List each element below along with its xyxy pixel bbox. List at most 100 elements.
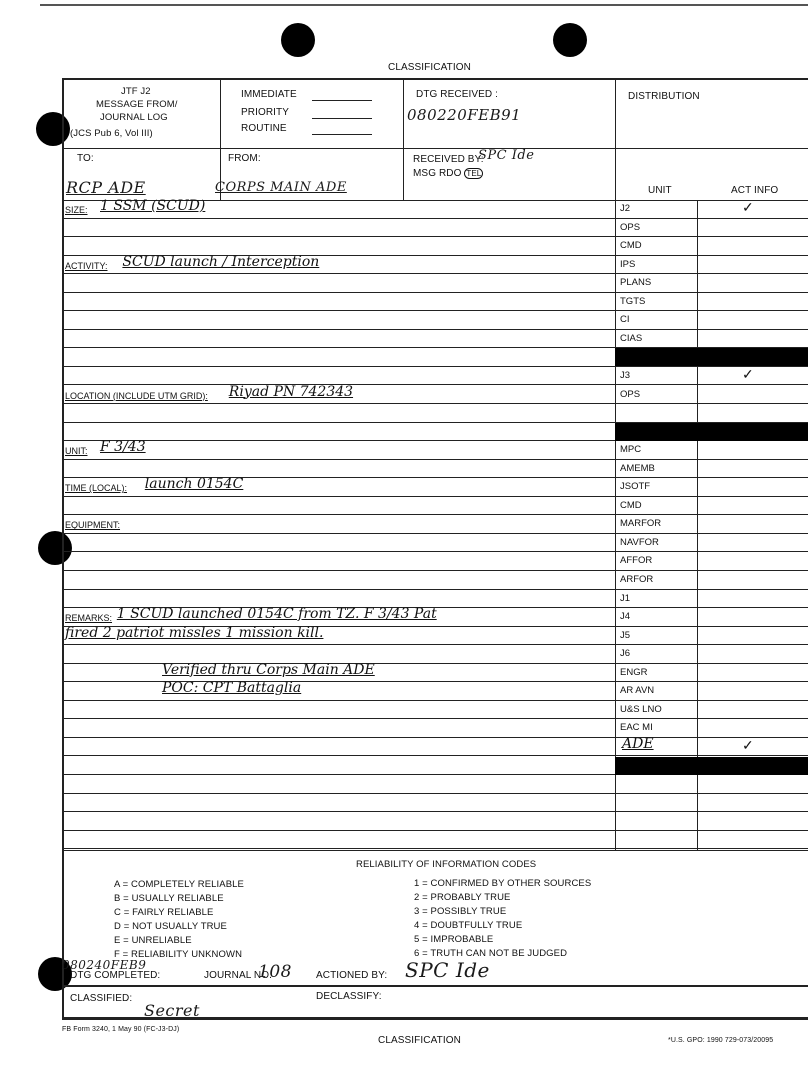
- source-code: F = RELIABILITY UNKNOWN: [114, 949, 243, 960]
- field-label: EQUIPMENT:: [65, 520, 121, 531]
- table-row: LOCATION (INCLUDE UTM GRID): Riyad PN 742…: [62, 383, 808, 405]
- unit-label: MARFOR: [620, 518, 662, 530]
- form-title-line: JTF J2: [121, 86, 151, 97]
- table-row: Verified thru Corps Main ADE ENGR: [62, 661, 808, 683]
- source-code: A = COMPLETELY RELIABLE: [114, 879, 244, 890]
- table-row: CIAS: [62, 330, 808, 349]
- unit-label: J6: [620, 648, 631, 660]
- source-code: B = USUALLY RELIABLE: [114, 893, 224, 904]
- from-label: FROM:: [228, 153, 261, 164]
- unit-label: TGTS: [620, 295, 646, 307]
- handwritten-value[interactable]: F 3/43: [100, 439, 146, 456]
- table-row: ACTIVITY: SCUD launch / Interception IPS: [62, 253, 808, 275]
- unit-label: AFFOR: [620, 555, 653, 567]
- field-label: REMARKS:: [65, 613, 113, 624]
- table-row: [62, 812, 808, 831]
- source-code: E = UNRELIABLE: [114, 935, 192, 946]
- from-value[interactable]: CORPS MAIN ADE: [215, 180, 347, 195]
- precedence-routine: ROUTINE: [241, 123, 287, 134]
- act-info-check[interactable]: ✓: [742, 366, 754, 383]
- handwritten-value[interactable]: POC: CPT Battaglia: [162, 680, 302, 697]
- unit-label: CIAS: [620, 332, 643, 344]
- precedence-line[interactable]: [312, 134, 372, 135]
- handwritten-value[interactable]: Verified thru Corps Main ADE: [162, 661, 375, 678]
- unit-handwritten: ADE: [622, 735, 654, 752]
- scan-edge: [40, 4, 808, 6]
- table-row: fired 2 patriot missles 1 mission kill. J…: [62, 624, 808, 646]
- dtg-completed-value[interactable]: 080240FEB9: [62, 958, 147, 972]
- unit-label: OPS: [620, 221, 641, 233]
- unit-label: J3: [620, 369, 631, 381]
- unit-label: ARFOR: [620, 574, 654, 585]
- unit-label: CI: [620, 314, 630, 326]
- table-row: PLANS: [62, 274, 808, 293]
- handwritten-value[interactable]: Riyad PN 742343: [228, 383, 354, 400]
- divider: [62, 985, 808, 987]
- table-row: [62, 831, 808, 850]
- table-row: ARFOR: [62, 571, 808, 590]
- unit-label: EAC MI: [620, 722, 653, 734]
- table-row: [62, 775, 808, 794]
- precedence-line[interactable]: [312, 100, 372, 101]
- divider: [62, 148, 808, 149]
- received-by-label: RECEIVED BY:: [413, 154, 484, 165]
- table-row: OPS: [62, 219, 808, 238]
- table-row: UNIT: F 3/43 MPC: [62, 439, 808, 460]
- table-row: ADE ✓: [62, 735, 808, 757]
- gpo-number: *U.S. GPO: 1990 729-073/20095: [668, 1037, 774, 1044]
- precedence-line[interactable]: [312, 118, 372, 119]
- form-title-line: JOURNAL LOG: [100, 112, 168, 123]
- table-row: SIZE: 1 SSM (SCUD) J2 ✓: [62, 198, 808, 219]
- unit-label: J5: [620, 629, 631, 641]
- table-row: AFFOR: [62, 552, 808, 571]
- distribution-label: DISTRIBUTION: [628, 91, 700, 102]
- handwritten-value[interactable]: 1 SSM (SCUD): [100, 198, 206, 214]
- handwritten-value[interactable]: fired 2 patriot missles 1 mission kill.: [65, 624, 324, 641]
- unit-label: ENGR: [620, 666, 648, 678]
- msg-rdo-circled: TEL: [464, 168, 484, 179]
- divider: [615, 200, 808, 201]
- border: [62, 1017, 808, 1020]
- table-row: [62, 794, 808, 813]
- border: [62, 78, 808, 80]
- info-code: 2 = PROBABLY TRUE: [414, 892, 511, 903]
- unit-label: OPS: [620, 388, 641, 400]
- classified-value[interactable]: Secret: [144, 1001, 200, 1020]
- handwritten-value[interactable]: SCUD launch / Interception: [122, 253, 320, 270]
- msg-rdo-text: MSG RDO: [413, 168, 462, 179]
- table-row: TIME (LOCAL): launch 0154C JSOTF: [62, 476, 808, 497]
- field-label: ACTIVITY:: [65, 260, 108, 271]
- table-row: J6: [62, 645, 808, 664]
- journal-no-value[interactable]: 108: [258, 962, 292, 982]
- table-row: [62, 348, 808, 367]
- actioned-by-label: ACTIONED BY:: [316, 970, 388, 981]
- table-row: J1: [62, 590, 808, 609]
- unit-label: J2: [620, 203, 631, 214]
- handwritten-value[interactable]: launch 0154C: [144, 476, 244, 493]
- to-value[interactable]: RCP ADE: [66, 178, 146, 197]
- precedence-immediate: IMMEDIATE: [241, 89, 297, 100]
- redaction-bar: [615, 756, 808, 775]
- act-info-check[interactable]: ✓: [742, 200, 754, 216]
- table-row: U&S LNO: [62, 701, 808, 720]
- table-row: [62, 422, 808, 442]
- actioned-by-value[interactable]: SPC Ide: [405, 958, 490, 982]
- table-row: CMD: [62, 237, 808, 256]
- divider: [697, 200, 698, 850]
- dtg-received-value[interactable]: 080220FEB91: [407, 106, 522, 124]
- reliability-title: RELIABILITY OF INFORMATION CODES: [356, 859, 537, 870]
- divider: [62, 200, 615, 201]
- handwritten-value[interactable]: 1 SCUD launched 0154C from TZ. F 3/43 Pa…: [116, 606, 437, 623]
- table-row: [62, 756, 808, 776]
- unit-label: JSOTF: [620, 481, 651, 493]
- form-number: FB Form 3240, 1 May 90 (FC-J3-DJ): [62, 1026, 180, 1033]
- received-by-value[interactable]: SPC Ide: [478, 148, 535, 163]
- unit-label: MPC: [620, 444, 642, 456]
- table-row: EAC MI: [62, 719, 808, 738]
- act-info-check[interactable]: ✓: [742, 737, 754, 754]
- table-row: POC: CPT Battaglia AR AVN: [62, 680, 808, 701]
- divider: [615, 78, 616, 850]
- journal-no-label: JOURNAL NO.: [204, 970, 272, 981]
- punch-hole: [553, 23, 587, 57]
